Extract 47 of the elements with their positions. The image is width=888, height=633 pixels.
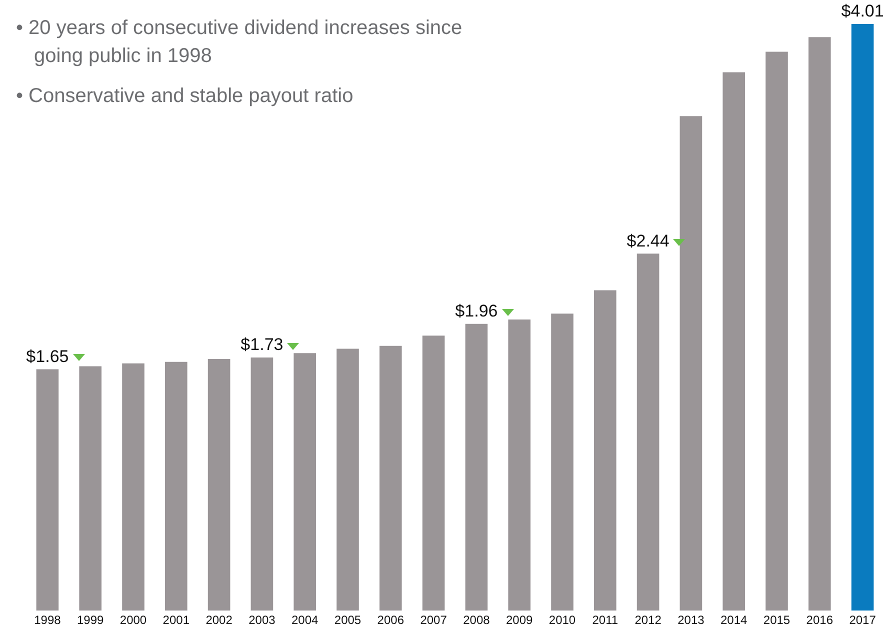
bar — [36, 369, 59, 611]
bar — [551, 314, 574, 611]
bar — [379, 346, 402, 611]
x-tick-label: 2014 — [720, 613, 748, 628]
bar — [294, 353, 316, 611]
x-tick-label: 2003 — [248, 613, 276, 628]
x-tick-label: 2008 — [463, 613, 490, 628]
bar — [465, 324, 488, 611]
x-tick-label: 1999 — [77, 613, 104, 628]
x-tick-label: 2012 — [634, 613, 662, 628]
x-tick-label: 2016 — [806, 613, 834, 628]
bar — [122, 363, 144, 611]
x-tick-label: 1998 — [34, 613, 62, 628]
annotation: • Conservative and stable payout ratio — [15, 84, 354, 109]
data-label: $1.73 — [240, 335, 284, 354]
bar — [164, 362, 188, 611]
x-tick-label: 2005 — [334, 613, 362, 628]
bar — [766, 52, 788, 611]
data-label: $2.44 — [626, 231, 670, 250]
x-tick-label: 2015 — [763, 613, 790, 628]
bar — [722, 72, 746, 611]
x-tick-label: 2000 — [120, 613, 147, 628]
x-tick-label: 2001 — [162, 613, 190, 628]
bar — [636, 254, 660, 611]
x-tick-label: 2017 — [849, 613, 876, 628]
bar — [422, 336, 445, 611]
bar — [851, 24, 874, 611]
x-tick-label: 2002 — [206, 613, 233, 628]
x-tick-label: 2009 — [506, 613, 534, 628]
x-tick-label: 2007 — [420, 613, 448, 628]
data-label: $1.65 — [26, 346, 69, 366]
bar — [250, 358, 274, 611]
x-tick-label: 2004 — [292, 613, 319, 628]
bar — [808, 37, 831, 611]
data-label: $4.01 — [841, 2, 884, 21]
x-tick-label: 2006 — [377, 613, 404, 628]
bar — [336, 348, 359, 611]
data-label: $1.96 — [455, 302, 498, 321]
x-tick-label: 2011 — [592, 613, 618, 628]
bar — [508, 319, 531, 611]
bar — [680, 116, 702, 611]
x-tick-label: 2013 — [678, 613, 705, 628]
bar — [208, 358, 230, 611]
x-tick-label: 2010 — [548, 613, 576, 628]
bar — [594, 290, 616, 611]
bar — [79, 366, 102, 611]
annotation: • 20 years of consecutive dividend increases since going public in 1998 — [15, 16, 464, 69]
